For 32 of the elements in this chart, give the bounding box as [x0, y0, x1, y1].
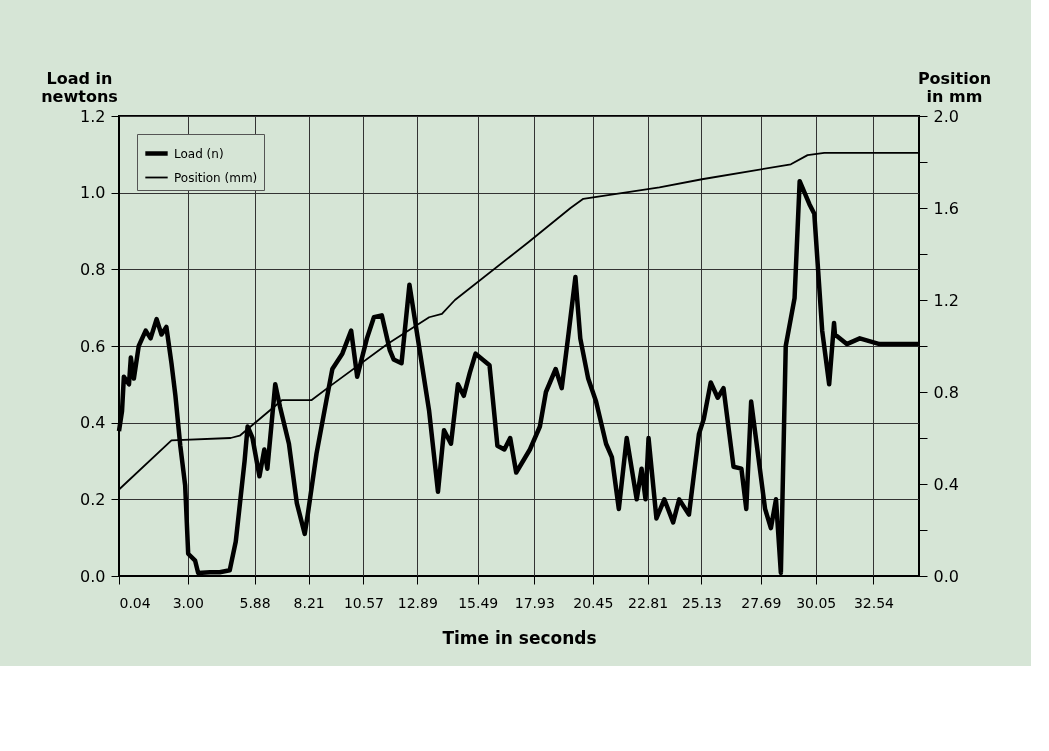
- legend-label: Position (mm): [174, 170, 258, 185]
- x-tick-label: 10.57: [343, 594, 384, 611]
- x-tick-label: 27.69: [741, 594, 782, 611]
- y-axis-title: Load in newtons: [41, 68, 118, 106]
- x-tick-label: 20.45: [573, 594, 614, 611]
- y2-tick-label: 1.6: [933, 198, 959, 218]
- x-tick-label: 30.05: [796, 594, 837, 611]
- x-tick-label: 15.49: [458, 594, 499, 611]
- y-tick-label: 0.2: [80, 489, 106, 509]
- y-tick-label: 0.8: [80, 259, 106, 279]
- x-tick-label: 5.88: [239, 594, 271, 611]
- y-tick-label: 0.4: [80, 413, 106, 433]
- y2-axis-title: Position in mm: [917, 68, 992, 106]
- y2-tick-label: 1.2: [933, 290, 959, 310]
- x-tick-label: 25.13: [681, 594, 723, 611]
- x-tick-label: 8.21: [293, 594, 325, 611]
- x-tick-label: 17.93: [514, 594, 555, 611]
- x-tick-label: 0.04: [119, 594, 151, 611]
- y2-tick-label: 0.8: [933, 382, 959, 402]
- y2-tick-label: 0.0: [933, 566, 959, 586]
- y-tick-label: 1.0: [80, 183, 106, 203]
- x-tick-label: 32.54: [853, 594, 895, 611]
- legend-label: Load (n): [174, 146, 224, 161]
- y2-tick-label: 2.0: [933, 106, 959, 126]
- y-tick-label: 1.2: [80, 106, 106, 126]
- x-tick-label: 12.89: [397, 594, 438, 611]
- y-tick-label: 0.0: [80, 566, 106, 586]
- y-tick-label: 0.6: [80, 336, 106, 356]
- x-tick-label: 22.81: [628, 594, 669, 611]
- y2-tick-label: 0.4: [933, 474, 959, 494]
- x-tick-label: 3.00: [172, 594, 204, 611]
- x-axis-title: Time in seconds: [442, 627, 597, 648]
